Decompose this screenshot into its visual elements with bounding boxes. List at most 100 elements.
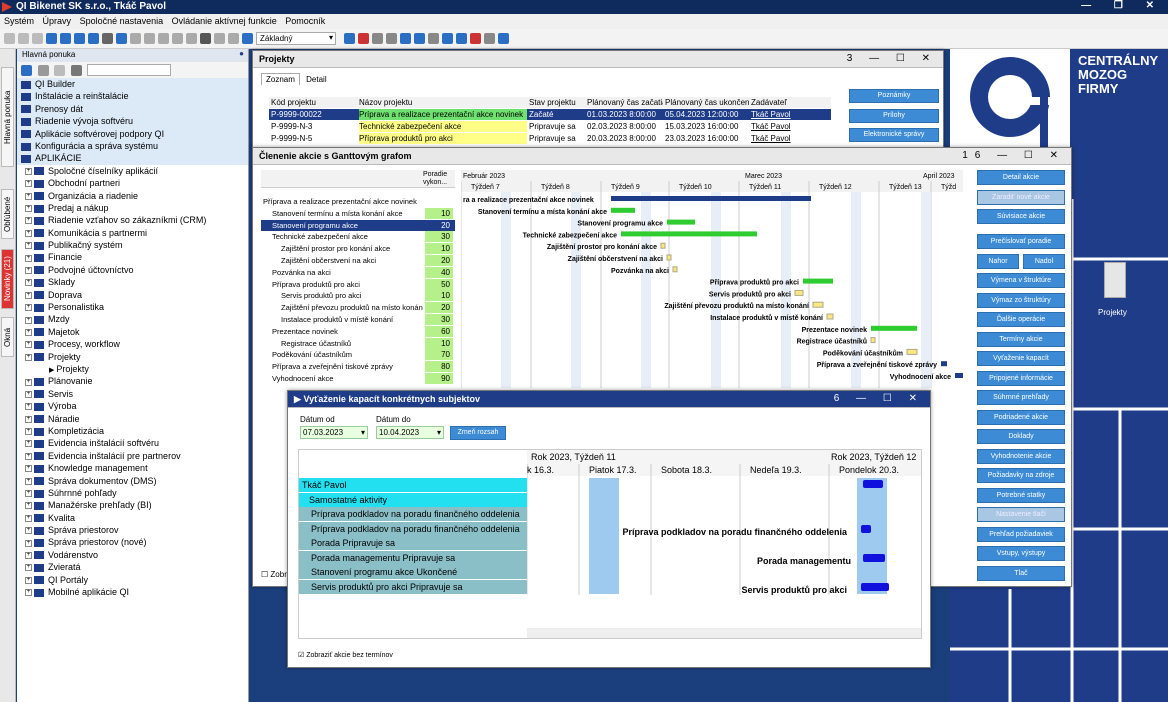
toolbar-icon-4[interactable] xyxy=(60,33,71,44)
gantt-tree-row[interactable]: Příprava a realizace prezentační akce no… xyxy=(261,196,455,207)
nav-item[interactable]: + Zvieratá xyxy=(17,561,248,573)
capacity-chart[interactable]: Rok 2023, Týždeň 11 Rok 2023, Týždeň 12 k … xyxy=(527,450,921,638)
nav-item[interactable]: + Podvojné účtovníctvo xyxy=(17,264,248,276)
nav-item[interactable]: + Financie xyxy=(17,251,248,263)
gantt-bar[interactable] xyxy=(621,231,757,237)
menu-system[interactable]: Systém xyxy=(4,16,35,26)
date-from-field[interactable]: 07.03.2023 ▾ xyxy=(300,426,368,439)
column-header[interactable]: Názov projektu xyxy=(359,98,413,107)
expand-icon[interactable]: + xyxy=(25,254,32,262)
expand-icon[interactable]: + xyxy=(25,428,32,436)
gantt-show-checkbox[interactable]: ☐ Zobra xyxy=(261,570,292,579)
nav-item[interactable]: + Majetok xyxy=(17,326,248,338)
toolbar-icon-b1[interactable] xyxy=(358,33,369,44)
toolbar-icon-1[interactable] xyxy=(18,33,29,44)
gantt-action-button[interactable]: Pripojené informácie xyxy=(977,370,1065,386)
gantt-tree-row[interactable]: Zajištění občerstvení na akci 20 xyxy=(261,255,455,266)
expand-icon[interactable]: + xyxy=(25,527,32,535)
toolbar-icon-b10[interactable] xyxy=(484,33,495,44)
nav-item[interactable]: + Kompletizácia xyxy=(17,425,248,437)
nav-item[interactable]: + Súhrnné pohľady xyxy=(17,487,248,499)
gantt-action-button[interactable]: Doklady xyxy=(977,429,1065,444)
tab-list[interactable]: Zoznam xyxy=(261,73,300,85)
gantt-action-button[interactable]: Zaradiť nové akcie xyxy=(977,189,1065,205)
nav-item[interactable]: + Knowledge management xyxy=(17,462,248,474)
gantt-bar[interactable] xyxy=(672,266,678,273)
expand-icon[interactable]: + xyxy=(25,341,32,349)
expand-icon[interactable]: + xyxy=(25,316,32,324)
gantt-bar[interactable] xyxy=(611,207,635,213)
gantt-action-button[interactable]: Vstupy, výstupy xyxy=(977,546,1065,561)
nav-item[interactable]: + Náradie xyxy=(17,413,248,425)
window-controls[interactable]: — ❐ ✕ xyxy=(1081,0,1164,11)
toolbar-icon-8[interactable] xyxy=(116,33,127,44)
gantt-chart[interactable]: Február 2023 Marec 2023 April 2023 Týždeň 7… xyxy=(461,170,963,388)
column-header[interactable]: Stav projektu xyxy=(529,98,576,107)
pin-icon[interactable]: ● xyxy=(239,49,244,58)
nav-item[interactable]: + Projekty xyxy=(17,351,248,363)
tab-detail[interactable]: Detail xyxy=(306,75,327,84)
gantt-action-button[interactable]: Termíny akcie xyxy=(977,331,1065,347)
gantt-action-button[interactable]: Tlač xyxy=(977,565,1065,581)
expand-icon[interactable]: + xyxy=(25,192,32,200)
expand-icon[interactable]: + xyxy=(25,539,32,547)
capacity-bar[interactable] xyxy=(861,583,889,591)
toolbar-icon-12[interactable] xyxy=(172,33,183,44)
toolbar-icon-b6[interactable] xyxy=(428,33,439,44)
expand-icon[interactable]: + xyxy=(25,440,32,448)
nav-item[interactable]: + Výroba xyxy=(17,400,248,412)
gantt-tree-row[interactable]: Příprava produktů pro akci 50 xyxy=(261,278,455,290)
gantt-bar[interactable] xyxy=(660,242,666,249)
table-row[interactable]: P-9999-00022 Príprava a realizace prezent… xyxy=(269,109,831,120)
toolbar-icon-16[interactable] xyxy=(228,33,239,44)
expand-icon[interactable]: + xyxy=(25,279,32,287)
gantt-action-button[interactable]: Prehľad požiadaviek xyxy=(977,526,1065,542)
toolbar-icon-b11[interactable] xyxy=(498,33,509,44)
nav-item[interactable]: + Mobilné aplikácie QI xyxy=(17,586,248,598)
menu-settings[interactable]: Spoločné nastavenia xyxy=(79,16,164,26)
expand-icon[interactable]: + xyxy=(25,490,32,498)
gantt-action-button[interactable]: Ďalšie operácie xyxy=(977,312,1065,327)
toolbar-icon-0[interactable] xyxy=(4,33,15,44)
nav-item[interactable]: ▶ Projekty xyxy=(17,363,248,375)
nav-item[interactable]: + Komunikácia s partnermi xyxy=(17,227,248,239)
gantt-bar[interactable] xyxy=(955,373,963,378)
gantt-action-button[interactable]: Vyhodnotenie akcie xyxy=(977,448,1065,464)
nav-item[interactable]: + Manažérske prehľady (BI) xyxy=(17,499,248,511)
toolbar-icon-b5[interactable] xyxy=(414,33,425,44)
gantt-action-button[interactable]: Prečíslovať poradie xyxy=(977,234,1065,249)
nav-item[interactable]: Inštalácie a reinštalácie xyxy=(17,90,248,103)
table-row[interactable]: P-9999-N-3 Technické zabezpečení akce Prip… xyxy=(269,121,831,132)
toolbar-icon-9[interactable] xyxy=(130,33,141,44)
capacity-row[interactable]: Stanovení programu akce Ukončené xyxy=(299,565,527,579)
nav-item[interactable]: + Riadenie vzťahov so zákazníkmi (CRM) xyxy=(17,214,248,226)
toolbar-icon-13[interactable] xyxy=(186,33,197,44)
toolbar-icon-6[interactable] xyxy=(88,33,99,44)
nav-item[interactable]: + Mzdy xyxy=(17,313,248,325)
folder-icon[interactable] xyxy=(37,64,49,76)
toolbar-icon-b9[interactable] xyxy=(470,33,481,44)
tab-favorites[interactable]: Obľúbené xyxy=(1,189,14,239)
nav-item[interactable]: + Publikačný systém xyxy=(17,239,248,251)
nav-item[interactable]: Prenosy dát xyxy=(17,102,248,116)
capacity-bar[interactable] xyxy=(861,525,871,533)
expand-icon[interactable]: + xyxy=(25,502,32,510)
gantt-bar[interactable] xyxy=(611,196,811,201)
gantt-bar[interactable] xyxy=(794,289,804,296)
nav-item[interactable]: QI Builder xyxy=(17,78,248,91)
window-controls[interactable]: 3 — ☐ ✕ xyxy=(846,53,937,64)
capacity-row[interactable]: Tkáč Pavol xyxy=(299,478,527,492)
table-row[interactable]: P-9999-N-5 Příprava produktů pro akci Prip… xyxy=(269,133,831,144)
nav-search-input[interactable] xyxy=(87,64,172,76)
refresh-icon[interactable] xyxy=(21,64,32,76)
gantt-tree-row[interactable]: Technické zabezpečení akce 30 xyxy=(261,231,455,243)
toolbar-icon-14[interactable] xyxy=(200,33,211,44)
gantt-bar[interactable] xyxy=(826,313,834,320)
messages-button[interactable]: Elektronické správy xyxy=(849,128,939,142)
nav-item[interactable]: Riadenie vývoja softvéru xyxy=(17,115,248,128)
star-icon[interactable] xyxy=(54,64,66,76)
nav-item[interactable]: + Vodárenstvo xyxy=(17,549,248,561)
menu-edit[interactable]: Úpravy xyxy=(42,16,72,26)
expand-icon[interactable]: + xyxy=(25,291,32,299)
nav-item[interactable]: + Spoločné číselníky aplikácií xyxy=(17,165,248,177)
